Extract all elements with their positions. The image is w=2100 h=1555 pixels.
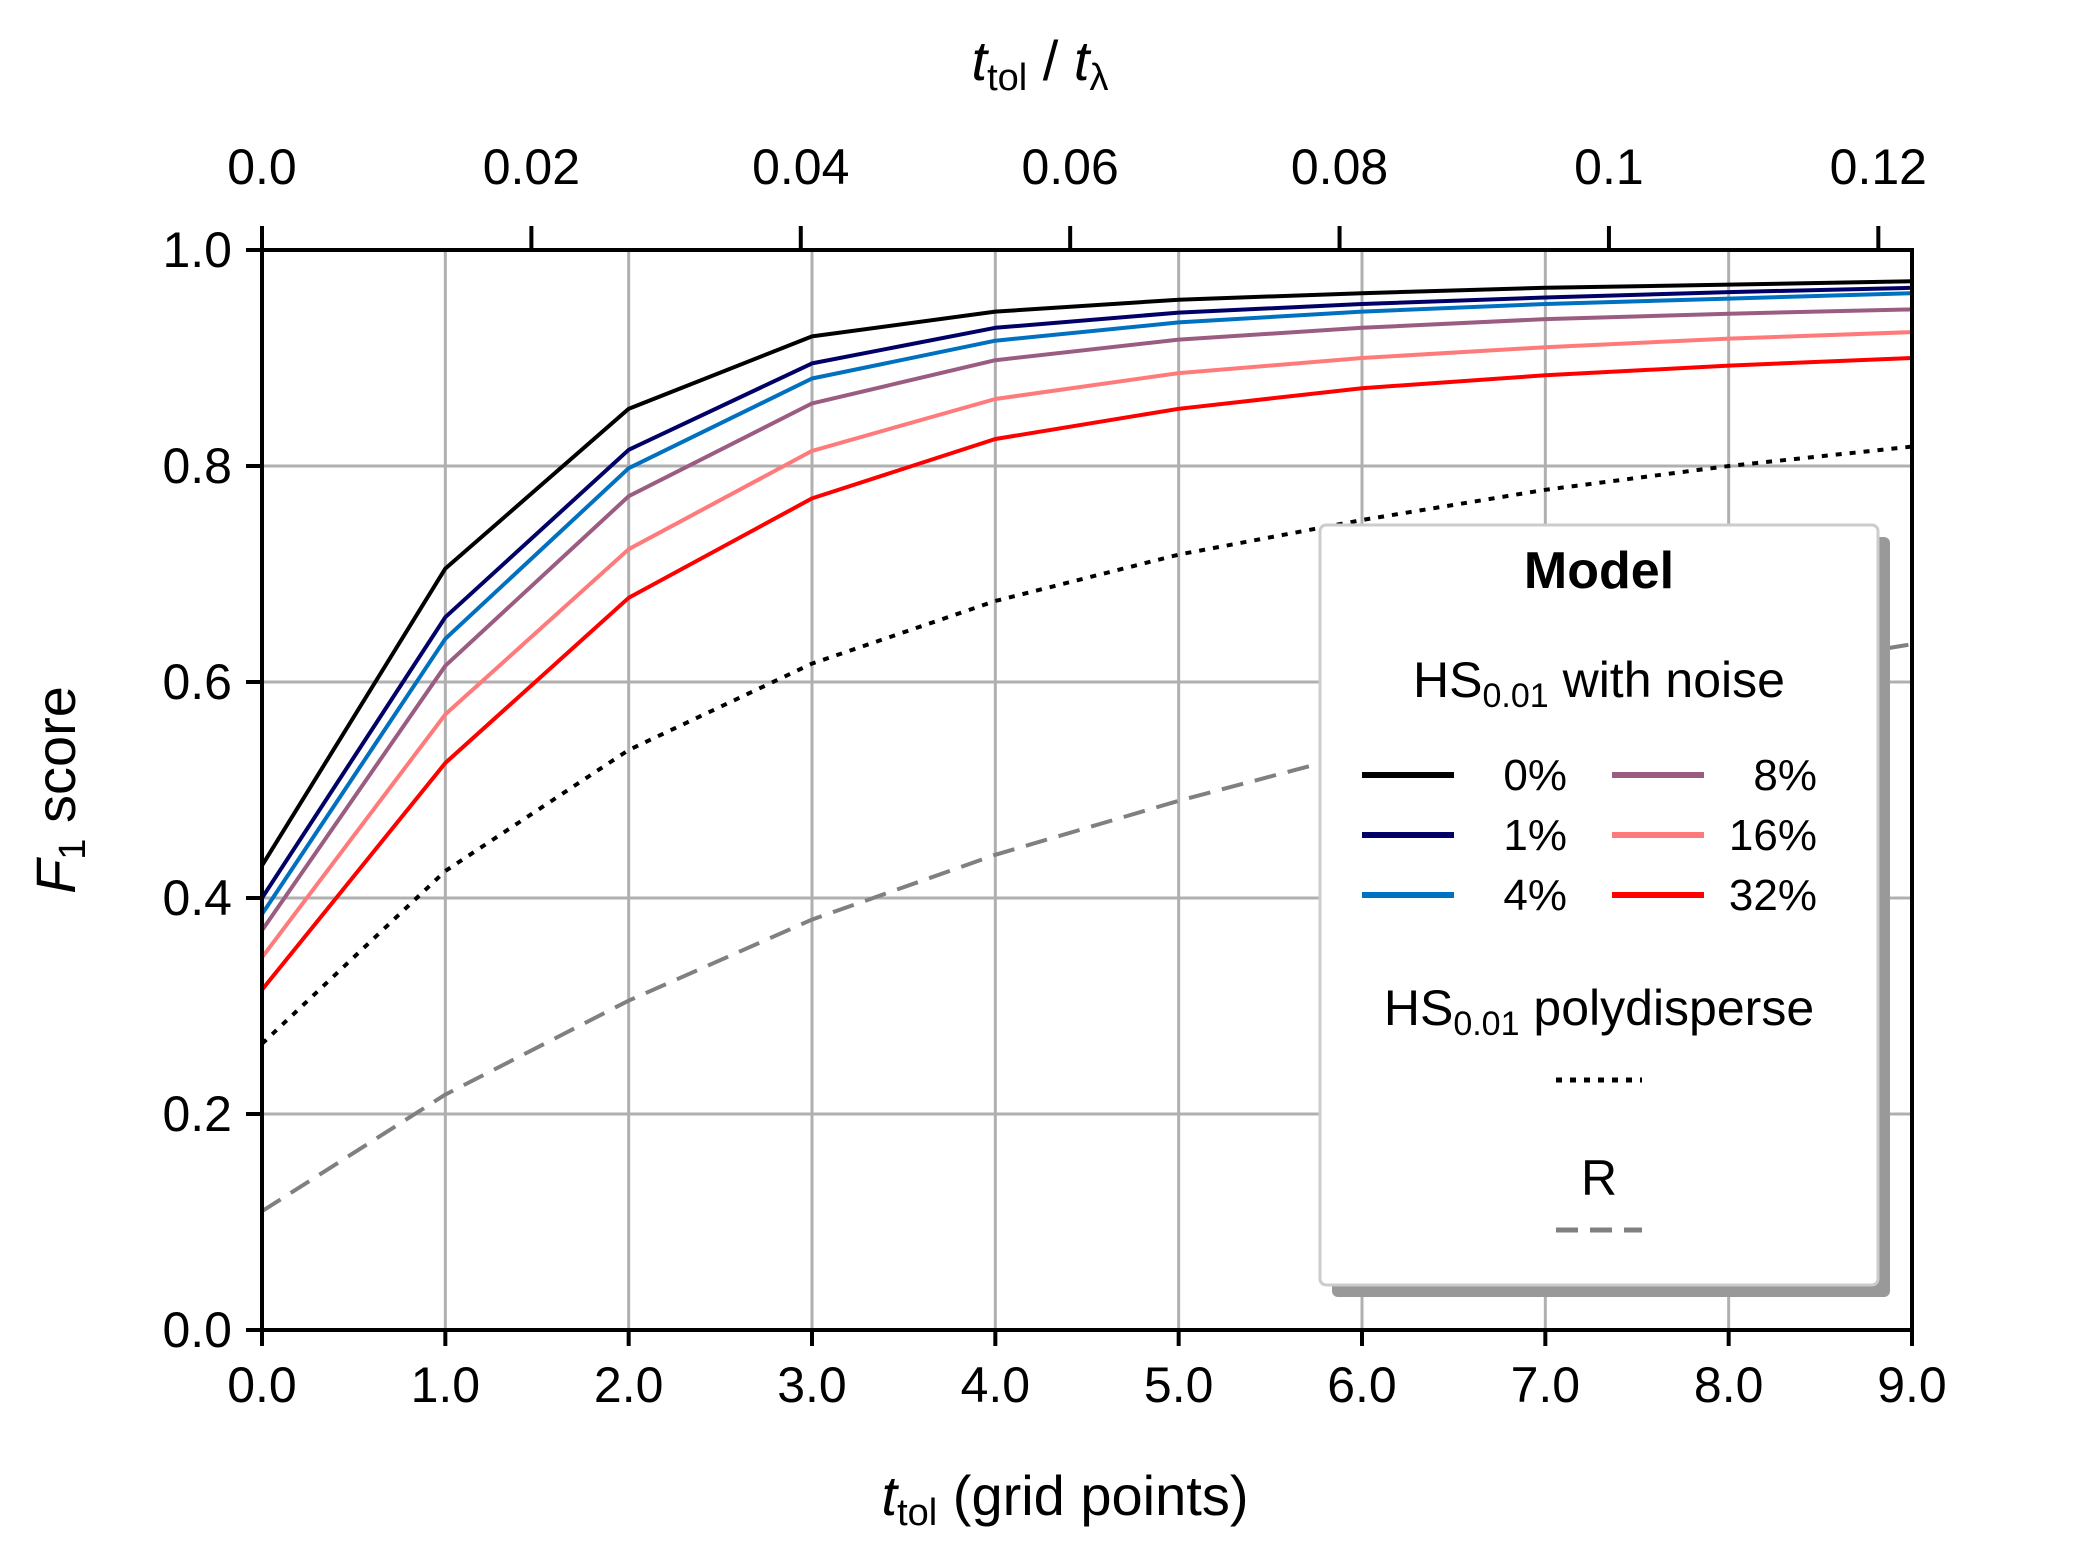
- x-tick-label-6: 6.0: [1327, 1357, 1397, 1413]
- legend-entry-label-0-0: 0%: [1503, 751, 1567, 800]
- x-tick-label-0: 0.0: [227, 1357, 297, 1413]
- x-axis-bottom: 0.0 1.0 2.0 3.0 4.0 5.0 6.0 7.0 8.0 9.0: [227, 1330, 1947, 1413]
- legend-noise-heading: HS0.01 with noise: [1413, 652, 1785, 715]
- series-line-4: [260, 330, 1913, 959]
- series-line-0: [260, 279, 1913, 867]
- y-axis-label: F1 score: [24, 686, 94, 894]
- legend-r-label: R: [1581, 1150, 1617, 1206]
- x-tick-label-5: 5.0: [1144, 1357, 1214, 1413]
- legend-title: Model: [1524, 542, 1674, 600]
- legend-poly-heading: HS0.01 polydisperse: [1384, 980, 1814, 1043]
- top-x-tick-label-5: 0.1: [1574, 139, 1644, 195]
- x-tick-label-7: 7.0: [1511, 1357, 1581, 1413]
- plot-frame: [260, 248, 1914, 1332]
- top-x-tick-label-3: 0.06: [1021, 139, 1118, 195]
- top-x-tick-label-1: 0.02: [483, 139, 580, 195]
- legend-entry-label-0-2: 4%: [1503, 871, 1567, 920]
- series-line-2: [260, 291, 1913, 916]
- series-line-3: [260, 307, 1913, 932]
- legend: Model HS0.01 with noise 0% 1% 4% 8% 16% 32% H…: [1318, 523, 1890, 1297]
- x-tick-label-2: 2.0: [594, 1357, 664, 1413]
- legend-entry-label-0-1: 1%: [1503, 811, 1567, 860]
- x-tick-label-3: 3.0: [777, 1357, 847, 1413]
- series-line-5: [260, 356, 1913, 992]
- top-x-tick-label-2: 0.04: [752, 139, 849, 195]
- y-tick-label-2: 0.4: [162, 870, 232, 926]
- legend-entry-label-1-2: 32%: [1729, 871, 1817, 920]
- x-tick-label-9: 9.0: [1877, 1357, 1947, 1413]
- top-x-tick-label-4: 0.08: [1291, 139, 1388, 195]
- y-tick-label-1: 0.2: [162, 1086, 232, 1142]
- x-axis-label: ttol (grid points): [882, 1464, 1249, 1534]
- x-tick-label-1: 1.0: [411, 1357, 481, 1413]
- y-axis-left: 0.0 0.2 0.4 0.6 0.8 1.0: [162, 222, 262, 1358]
- x-axis-top: 0.0 0.02 0.04 0.06 0.08 0.1 0.12: [227, 139, 1927, 250]
- top-x-tick-label-0: 0.0: [227, 139, 297, 195]
- legend-entry-label-1-0: 8%: [1753, 751, 1817, 800]
- y-tick-label-5: 1.0: [162, 222, 232, 278]
- top-x-axis-label: ttol / tλ: [972, 29, 1109, 99]
- legend-box: [1318, 523, 1880, 1287]
- legend-entries: 0% 1% 4% 8% 16% 32%: [1362, 751, 1817, 920]
- top-x-tick-label-6: 0.12: [1830, 139, 1927, 195]
- data-series: [260, 279, 1913, 1213]
- x-tick-label-8: 8.0: [1694, 1357, 1764, 1413]
- series-line-1: [260, 285, 1913, 900]
- legend-entry-label-1-1: 16%: [1729, 811, 1817, 860]
- y-tick-label-4: 0.8: [162, 438, 232, 494]
- y-tick-label-0: 0.0: [162, 1302, 232, 1358]
- y-tick-label-3: 0.6: [162, 654, 232, 710]
- x-tick-label-4: 4.0: [961, 1357, 1031, 1413]
